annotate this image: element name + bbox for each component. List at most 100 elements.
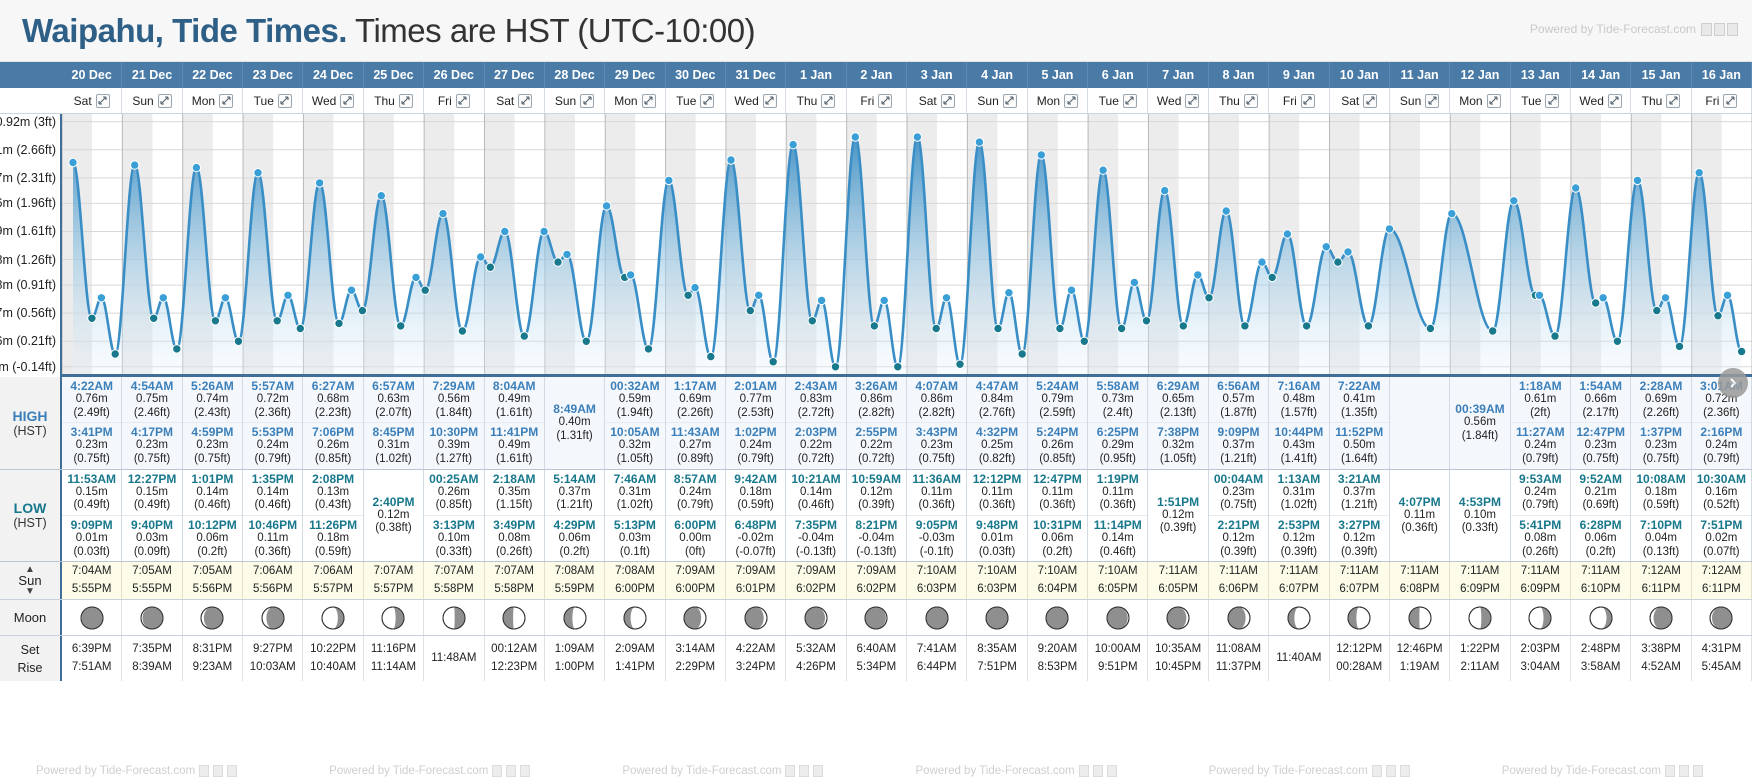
expand-icon[interactable]: [518, 93, 533, 108]
day-header-3[interactable]: Tue: [243, 88, 304, 113]
expand-icon[interactable]: [1723, 93, 1738, 108]
date-header-26[interactable]: 15 Jan: [1631, 62, 1692, 88]
date-header-15[interactable]: 4 Jan: [967, 62, 1028, 88]
day-header-7[interactable]: Sat: [485, 88, 545, 113]
low-tide-cell-20[interactable]: 1:13AM 0.31m (1.02ft) 2:53PM 0.12m (0.39ft): [1269, 469, 1330, 562]
low-tide-cell-25[interactable]: 9:52AM 0.21m (0.69ft) 6:28PM 0.06m (0.2ft): [1570, 469, 1632, 562]
high-tide-cell-14[interactable]: 4:07AM 0.86m (2.82ft) 3:43PM 0.23m (0.75ft): [907, 377, 968, 469]
low-tide-cell-9[interactable]: 7:46AM 0.31m (1.02ft) 5:13PM 0.03m (0.1ft): [605, 469, 666, 562]
high-tide-cell-7[interactable]: 8:04AM 0.49m (1.61ft) 11:41PM 0.49m (1.61ft): [484, 377, 545, 469]
date-header-8[interactable]: 28 Dec: [545, 62, 606, 88]
day-header-15[interactable]: Sun: [967, 88, 1028, 113]
high-tide-cell-21[interactable]: 7:22AM 0.41m (1.35ft) 11:52PM 0.50m (1.64ft): [1329, 377, 1390, 469]
day-header-6[interactable]: Fri: [424, 88, 485, 113]
low-tide-cell-15[interactable]: 12:12PM 0.11m (0.36ft) 9:48PM 0.01m (0.03ft): [967, 469, 1028, 562]
expand-icon[interactable]: [1425, 93, 1440, 108]
date-header-22[interactable]: 11 Jan: [1390, 62, 1451, 88]
low-tide-cell-26[interactable]: 10:08AM 0.18m (0.59ft) 7:10PM 0.04m (0.13ft): [1631, 469, 1692, 562]
date-header-13[interactable]: 2 Jan: [847, 62, 908, 88]
high-tide-cell-24[interactable]: 1:18AM 0.61m (2ft) 11:27AM 0.24m (0.79ft): [1510, 377, 1571, 469]
day-header-22[interactable]: Sun: [1390, 88, 1451, 113]
date-header-3[interactable]: 23 Dec: [243, 62, 304, 88]
high-tide-cell-16[interactable]: 5:24AM 0.79m (2.59ft) 5:24PM 0.26m (0.85ft): [1027, 377, 1089, 469]
day-header-21[interactable]: Sat: [1330, 88, 1390, 113]
expand-icon[interactable]: [455, 93, 470, 108]
low-tide-cell-17[interactable]: 1:19PM 0.11m (0.36ft) 11:14PM 0.14m (0.46ft): [1088, 469, 1149, 562]
expand-icon[interactable]: [157, 93, 172, 108]
date-header-4[interactable]: 24 Dec: [303, 62, 364, 88]
day-header-26[interactable]: Thu: [1631, 88, 1692, 113]
expand-icon[interactable]: [1243, 93, 1258, 108]
day-header-13[interactable]: Fri: [847, 88, 908, 113]
expand-icon[interactable]: [1363, 93, 1378, 108]
date-header-1[interactable]: 21 Dec: [122, 62, 183, 88]
expand-icon[interactable]: [821, 93, 836, 108]
low-tide-cell-22[interactable]: 4:07PM 0.11m (0.36ft): [1389, 469, 1451, 562]
expand-icon[interactable]: [1185, 93, 1200, 108]
high-tide-cell-20[interactable]: 7:16AM 0.48m (1.57ft) 10:44PM 0.43m (1.41ft): [1269, 377, 1330, 469]
day-header-16[interactable]: Mon: [1028, 88, 1089, 113]
expand-icon[interactable]: [762, 93, 777, 108]
high-tide-cell-15[interactable]: 4:47AM 0.84m (2.76ft) 4:32PM 0.25m (0.82ft): [967, 377, 1028, 469]
low-tide-cell-11[interactable]: 9:42AM 0.18m (0.59ft) 6:48PM -0.02m (-0.07ft): [725, 469, 787, 562]
day-header-10[interactable]: Tue: [666, 88, 726, 113]
low-tide-cell-27[interactable]: 10:30AM 0.16m (0.52ft) 7:51PM 0.02m (0.07ft): [1691, 469, 1752, 562]
low-tide-cell-4[interactable]: 2:08PM 0.13m (0.43ft) 11:26PM 0.18m (0.59ft): [303, 469, 364, 562]
expand-icon[interactable]: [1122, 93, 1137, 108]
expand-icon[interactable]: [580, 93, 595, 108]
low-tide-cell-19[interactable]: 00:04AM 0.23m (0.75ft) 2:21PM 0.12m (0.39ft): [1208, 469, 1270, 562]
date-header-0[interactable]: 20 Dec: [62, 62, 123, 88]
date-header-20[interactable]: 9 Jan: [1269, 62, 1330, 88]
low-tide-cell-7[interactable]: 2:18AM 0.35m (1.15ft) 3:49PM 0.08m (0.26ft): [484, 469, 545, 562]
low-tide-cell-3[interactable]: 1:35PM 0.14m (0.46ft) 10:46PM 0.11m (0.36ft): [243, 469, 304, 562]
expand-icon[interactable]: [1300, 93, 1315, 108]
high-tide-cell-1[interactable]: 4:54AM 0.75m (2.46ft) 4:17PM 0.23m (0.75ft): [122, 377, 183, 469]
date-header-23[interactable]: 12 Jan: [1450, 62, 1511, 88]
day-header-2[interactable]: Mon: [183, 88, 244, 113]
date-header-5[interactable]: 25 Dec: [364, 62, 425, 88]
high-tide-cell-2[interactable]: 5:26AM 0.74m (2.43ft) 4:59PM 0.23m (0.75ft): [182, 377, 244, 469]
high-tide-cell-8[interactable]: 8:49AM 0.40m (1.31ft): [544, 377, 606, 469]
low-tide-cell-10[interactable]: 8:57AM 0.24m (0.79ft) 6:00PM 0.00m (0ft): [665, 469, 726, 562]
expand-icon[interactable]: [700, 93, 715, 108]
day-header-17[interactable]: Tue: [1088, 88, 1149, 113]
high-tide-cell-26[interactable]: 2:28AM 0.69m (2.26ft) 1:37PM 0.23m (0.75ft): [1631, 377, 1692, 469]
low-tide-cell-24[interactable]: 9:53AM 0.24m (0.79ft) 5:41PM 0.08m (0.26ft): [1510, 469, 1571, 562]
low-tide-cell-14[interactable]: 11:36AM 0.11m (0.36ft) 9:05PM -0.03m (-0.1ft): [907, 469, 968, 562]
date-header-9[interactable]: 29 Dec: [605, 62, 666, 88]
date-header-16[interactable]: 5 Jan: [1028, 62, 1089, 88]
low-tide-cell-23[interactable]: 4:53PM 0.10m (0.33ft): [1450, 469, 1511, 562]
date-header-17[interactable]: 6 Jan: [1088, 62, 1149, 88]
day-header-24[interactable]: Tue: [1511, 88, 1571, 113]
high-tide-cell-13[interactable]: 3:26AM 0.86m (2.82ft) 2:55PM 0.22m (0.72ft): [846, 377, 908, 469]
day-header-9[interactable]: Mon: [605, 88, 666, 113]
day-header-4[interactable]: Wed: [303, 88, 364, 113]
high-tide-cell-4[interactable]: 6:27AM 0.68m (2.23ft) 7:06PM 0.26m (0.85ft): [303, 377, 364, 469]
expand-icon[interactable]: [219, 93, 234, 108]
date-header-14[interactable]: 3 Jan: [907, 62, 968, 88]
expand-icon[interactable]: [641, 93, 656, 108]
expand-icon[interactable]: [95, 93, 110, 108]
low-tide-cell-21[interactable]: 3:21AM 0.37m (1.21ft) 3:27PM 0.12m (0.39ft): [1329, 469, 1390, 562]
high-tide-cell-11[interactable]: 2:01AM 0.77m (2.53ft) 1:02PM 0.24m (0.79ft): [725, 377, 787, 469]
high-tide-cell-9[interactable]: 00:32AM 0.59m (1.94ft) 10:05AM 0.32m (1.05ft): [605, 377, 666, 469]
low-tide-cell-2[interactable]: 1:01PM 0.14m (0.46ft) 10:12PM 0.06m (0.2ft): [182, 469, 244, 562]
low-tide-cell-1[interactable]: 12:27PM 0.15m (0.49ft) 9:40PM 0.03m (0.09ft): [122, 469, 183, 562]
day-header-0[interactable]: Sat: [62, 88, 123, 113]
expand-icon[interactable]: [1607, 93, 1622, 108]
high-tide-cell-6[interactable]: 7:29AM 0.56m (1.84ft) 10:30PM 0.39m (1.27ft): [424, 377, 485, 469]
tide-plot-area[interactable]: [62, 114, 1752, 377]
date-header-18[interactable]: 7 Jan: [1148, 62, 1209, 88]
expand-icon[interactable]: [940, 93, 955, 108]
day-header-27[interactable]: Fri: [1692, 88, 1752, 113]
day-header-1[interactable]: Sun: [122, 88, 183, 113]
high-tide-cell-25[interactable]: 1:54AM 0.66m (2.17ft) 12:47PM 0.23m (0.75ft): [1570, 377, 1632, 469]
day-header-20[interactable]: Fri: [1269, 88, 1330, 113]
date-header-2[interactable]: 22 Dec: [183, 62, 244, 88]
day-header-12[interactable]: Thu: [786, 88, 847, 113]
day-header-18[interactable]: Wed: [1148, 88, 1209, 113]
date-header-24[interactable]: 13 Jan: [1511, 62, 1571, 88]
low-tide-cell-13[interactable]: 10:59AM 0.12m (0.39ft) 8:21PM -0.04m (-0.13ft…: [846, 469, 908, 562]
date-header-6[interactable]: 26 Dec: [424, 62, 485, 88]
expand-icon[interactable]: [398, 93, 413, 108]
